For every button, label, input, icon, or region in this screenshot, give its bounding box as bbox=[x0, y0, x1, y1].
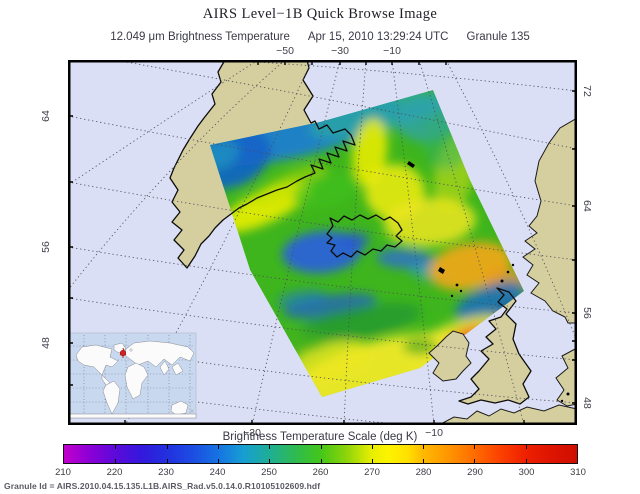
datetime-label: Apr 15, 2010 13:29:24 UTC bbox=[307, 31, 449, 43]
page-title: AIRS Level−1B Quick Browse Image bbox=[202, 6, 438, 22]
lat-tick-label: 48 bbox=[581, 397, 593, 409]
colorbar-tick bbox=[371, 445, 373, 449]
colorbar-tick bbox=[423, 459, 425, 463]
colorbar-tick bbox=[320, 445, 322, 449]
landmasses-east bbox=[428, 117, 577, 425]
continental-coast bbox=[438, 404, 577, 425]
colorbar-tick-label: 220 bbox=[106, 467, 123, 478]
lat-tick-label: 48 bbox=[40, 337, 52, 349]
lat-tick-label: 72 bbox=[581, 85, 593, 97]
map-area bbox=[68, 60, 577, 425]
colorbar-tick bbox=[269, 445, 271, 449]
granule-label: Granule 135 bbox=[466, 31, 530, 43]
inset-continents bbox=[68, 340, 197, 419]
iceland-coastline bbox=[326, 214, 403, 258]
great-britain-landmass bbox=[459, 288, 531, 404]
map-frame bbox=[68, 60, 577, 425]
colorbar-tick bbox=[269, 459, 271, 463]
lon-tick-label: −30 bbox=[331, 45, 349, 57]
inset-world-map bbox=[68, 332, 197, 419]
colorbar-tick bbox=[217, 459, 219, 463]
lon-tick-label: −30 bbox=[243, 427, 261, 439]
colorbar-tick bbox=[320, 459, 322, 463]
colorbar-tick-label: 280 bbox=[415, 467, 432, 478]
lon-tick-label: −10 bbox=[383, 45, 401, 57]
colorbar-tick-label: 310 bbox=[570, 467, 586, 478]
colorbar-tick bbox=[423, 445, 425, 449]
lat-tick-label: 64 bbox=[581, 200, 593, 212]
colorbar-tick-label: 260 bbox=[312, 467, 329, 478]
lat-tick-label: 64 bbox=[40, 110, 52, 122]
colorbar bbox=[63, 444, 578, 464]
lat-tick-label: 56 bbox=[581, 307, 593, 319]
colorbar-tick-label: 240 bbox=[209, 467, 226, 478]
granule-id-text: Granule Id = AIRS.2010.04.15.135.L1B.AIR… bbox=[4, 481, 321, 491]
norway-landmass bbox=[522, 117, 577, 324]
colorbar-tick-label: 210 bbox=[55, 467, 71, 478]
coastlines bbox=[169, 60, 532, 405]
colorbar-tick bbox=[217, 445, 219, 449]
lat-tick-label: 56 bbox=[40, 241, 52, 253]
colorbar-tick bbox=[474, 445, 476, 449]
lon-tick-label: −10 bbox=[425, 427, 443, 439]
colorbar-tick bbox=[525, 459, 527, 463]
faroe-islands bbox=[438, 267, 445, 274]
ireland-landmass bbox=[428, 330, 472, 382]
colorbar-tick bbox=[115, 459, 117, 463]
subtitle-row: 12.049 μm Brightness Temperature Apr 15,… bbox=[0, 31, 640, 43]
colorbar-tick-label: 230 bbox=[158, 467, 174, 478]
map-canvas bbox=[68, 60, 577, 425]
wavelength-label: 12.049 μm Brightness Temperature bbox=[110, 31, 290, 43]
colorbar-tick bbox=[115, 445, 117, 449]
colorbar-tick-label: 250 bbox=[261, 467, 277, 478]
colorbar-tick bbox=[525, 445, 527, 449]
colorbar-tick-label: 290 bbox=[467, 467, 483, 478]
colorbar-tick bbox=[166, 459, 168, 463]
red-location-marker bbox=[119, 347, 127, 358]
jan-mayen-island bbox=[407, 161, 415, 168]
colorbar-tick-label: 270 bbox=[364, 467, 380, 478]
colorbar-tick-label: 300 bbox=[518, 467, 535, 478]
denmark-landmass bbox=[555, 347, 577, 407]
colorbar-title: Brightness Temperature Scale (deg K) bbox=[222, 431, 418, 443]
data-swath bbox=[210, 90, 524, 397]
lon-tick-label: −50 bbox=[276, 45, 294, 57]
colorbar-tick bbox=[474, 459, 476, 463]
colorbar-tick bbox=[166, 445, 168, 449]
colorbar-tick bbox=[371, 459, 373, 463]
small-islands bbox=[407, 161, 570, 403]
